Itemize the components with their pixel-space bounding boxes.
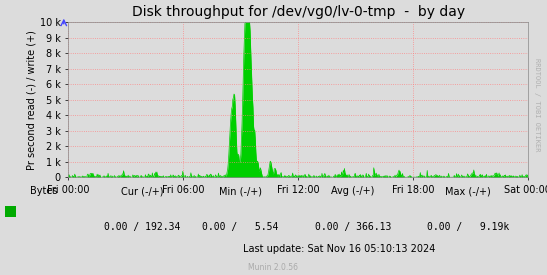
Text: 0.00 /   5.54: 0.00 / 5.54 — [202, 222, 279, 232]
Text: Cur (-/+): Cur (-/+) — [121, 186, 164, 196]
Text: Min (-/+): Min (-/+) — [219, 186, 262, 196]
Y-axis label: Pr second read (-) / write (+): Pr second read (-) / write (+) — [27, 30, 37, 170]
Text: 0.00 /   9.19k: 0.00 / 9.19k — [427, 222, 509, 232]
Text: Bytes: Bytes — [30, 186, 57, 196]
Text: Max (-/+): Max (-/+) — [445, 186, 491, 196]
Title: Disk throughput for /dev/vg0/lv-0-tmp  -  by day: Disk throughput for /dev/vg0/lv-0-tmp - … — [131, 6, 465, 20]
Text: Munin 2.0.56: Munin 2.0.56 — [248, 263, 299, 272]
Text: 0.00 / 192.34: 0.00 / 192.34 — [104, 222, 181, 232]
Text: 0.00 / 366.13: 0.00 / 366.13 — [315, 222, 391, 232]
Text: Avg (-/+): Avg (-/+) — [331, 186, 375, 196]
Text: Last update: Sat Nov 16 05:10:13 2024: Last update: Sat Nov 16 05:10:13 2024 — [243, 244, 435, 254]
Text: RRDTOOL / TOBI OETIKER: RRDTOOL / TOBI OETIKER — [534, 58, 540, 151]
